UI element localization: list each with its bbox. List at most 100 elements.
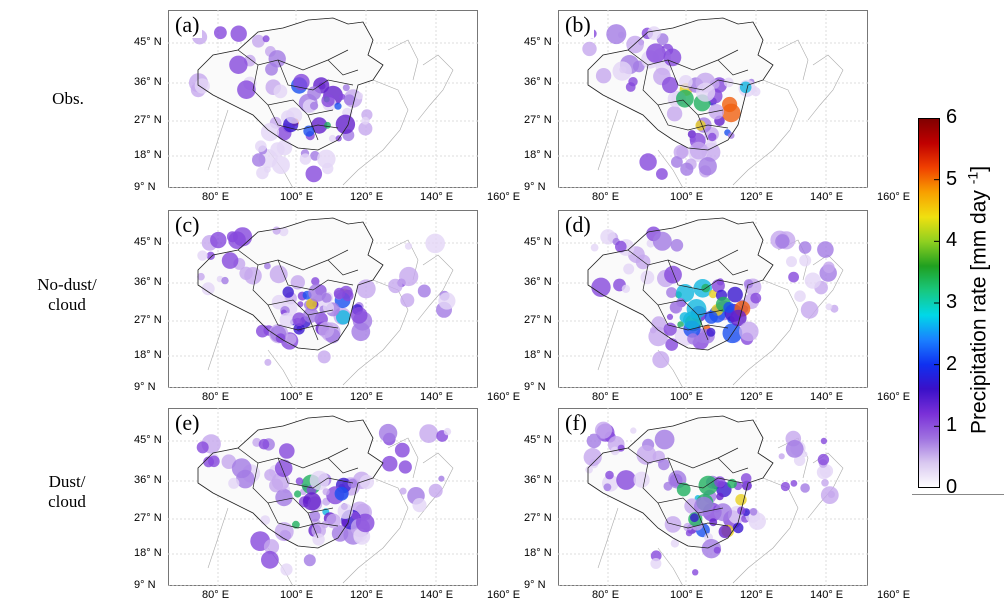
panel-tag: (e) — [172, 410, 203, 436]
precip-cell — [775, 234, 790, 249]
precip-cell — [594, 421, 613, 439]
precip-cell — [816, 465, 831, 480]
precip-cell — [400, 293, 415, 308]
lon-label: 140° E — [420, 391, 454, 403]
precip-cell — [804, 272, 821, 289]
precip-cell — [381, 455, 398, 472]
precip-cell — [714, 503, 732, 522]
precip-cell — [279, 312, 295, 328]
precip-cell — [275, 488, 293, 507]
row-label-dust: Dust/ cloud — [48, 472, 86, 511]
precip-cell — [264, 469, 276, 481]
precip-cell — [711, 279, 725, 293]
precip-cell — [206, 251, 215, 260]
lon-label: 120° E — [740, 191, 774, 203]
precip-cell — [256, 166, 269, 180]
precip-cell — [788, 271, 799, 283]
precip-cell — [676, 146, 689, 159]
colorbar-tick-label: 0 — [946, 476, 958, 498]
coastline — [417, 54, 454, 121]
lat-label: 9° N — [134, 579, 156, 591]
precip-cell — [285, 333, 297, 345]
province-boundary — [237, 49, 349, 71]
map-panel-e: (e) — [168, 408, 478, 586]
precip-cell — [709, 518, 718, 527]
precip-cell — [666, 287, 677, 298]
precip-cell — [825, 303, 833, 311]
precip-cell — [663, 48, 682, 67]
lat-label: 36° N — [524, 76, 552, 88]
precip-cell — [302, 492, 321, 511]
precip-cell — [708, 132, 717, 142]
lat-label: 18° N — [524, 349, 552, 361]
precip-cell — [339, 93, 346, 100]
precip-cell — [732, 522, 744, 534]
colorbar-tick-label: 3 — [946, 291, 958, 313]
lon-label: 140° E — [810, 589, 844, 601]
precip-cell — [260, 515, 271, 525]
precip-cell — [692, 569, 699, 576]
province-boundary — [307, 314, 319, 341]
precip-cell — [830, 304, 839, 313]
coastline — [597, 309, 619, 371]
coastline — [207, 109, 229, 171]
lon-label: 120° E — [740, 391, 774, 403]
precip-cell — [794, 290, 806, 302]
province-boundary — [252, 64, 334, 116]
precip-cell — [412, 498, 427, 513]
precip-cell — [309, 510, 321, 522]
province-boundary — [697, 512, 709, 539]
precip-cell — [361, 116, 370, 125]
province-boundary — [627, 49, 739, 71]
precip-cell — [798, 241, 812, 254]
precip-cell — [676, 89, 694, 108]
precip-map — [168, 408, 478, 586]
lon-label: 80° E — [202, 391, 230, 403]
precip-cell — [261, 550, 279, 569]
precip-cell — [708, 104, 724, 120]
province-boundary — [642, 64, 724, 116]
lon-label: 140° E — [420, 589, 454, 601]
precip-cell — [290, 275, 305, 290]
precip-cell — [739, 321, 759, 342]
precip-cell — [658, 458, 670, 471]
precip-cell — [633, 471, 650, 488]
precip-cell — [583, 448, 602, 467]
lon-label: 160° E — [487, 191, 521, 203]
precip-cell — [654, 429, 675, 450]
panel-tag: (c) — [172, 212, 203, 238]
precip-cell — [595, 68, 612, 84]
lat-label: 27° N — [524, 314, 552, 326]
precip-cell — [603, 483, 612, 492]
precip-cell — [347, 478, 358, 489]
lon-label: 160° E — [487, 589, 521, 601]
precip-cell — [279, 443, 295, 459]
province-boundary — [657, 304, 729, 331]
precip-cell — [586, 433, 602, 449]
precip-cell — [273, 84, 288, 99]
country-boundary — [197, 17, 384, 151]
country-boundary — [587, 217, 774, 351]
precip-cell — [443, 427, 452, 436]
precip-cell — [425, 233, 446, 254]
precip-cell — [438, 292, 456, 310]
precip-cell — [230, 25, 247, 42]
coastline — [597, 507, 619, 569]
colorbar-title: Precipitation rate [mm day -1] — [964, 165, 991, 435]
precip-cell — [303, 307, 319, 323]
province-boundary — [717, 457, 749, 474]
precip-cell — [727, 286, 743, 303]
precip-cell — [335, 114, 356, 134]
province-boundary — [327, 59, 359, 76]
lat-label: 36° N — [524, 474, 552, 486]
precip-cell — [817, 453, 830, 466]
precip-cell — [299, 153, 312, 165]
precip-cell — [337, 503, 353, 519]
precip-cell — [336, 310, 351, 325]
precip-cell — [263, 539, 280, 555]
precip-cell — [685, 529, 693, 537]
lon-label: 120° E — [350, 191, 384, 203]
province-boundary — [327, 259, 359, 276]
lat-label: 27° N — [134, 512, 162, 524]
precip-cell — [646, 43, 666, 63]
